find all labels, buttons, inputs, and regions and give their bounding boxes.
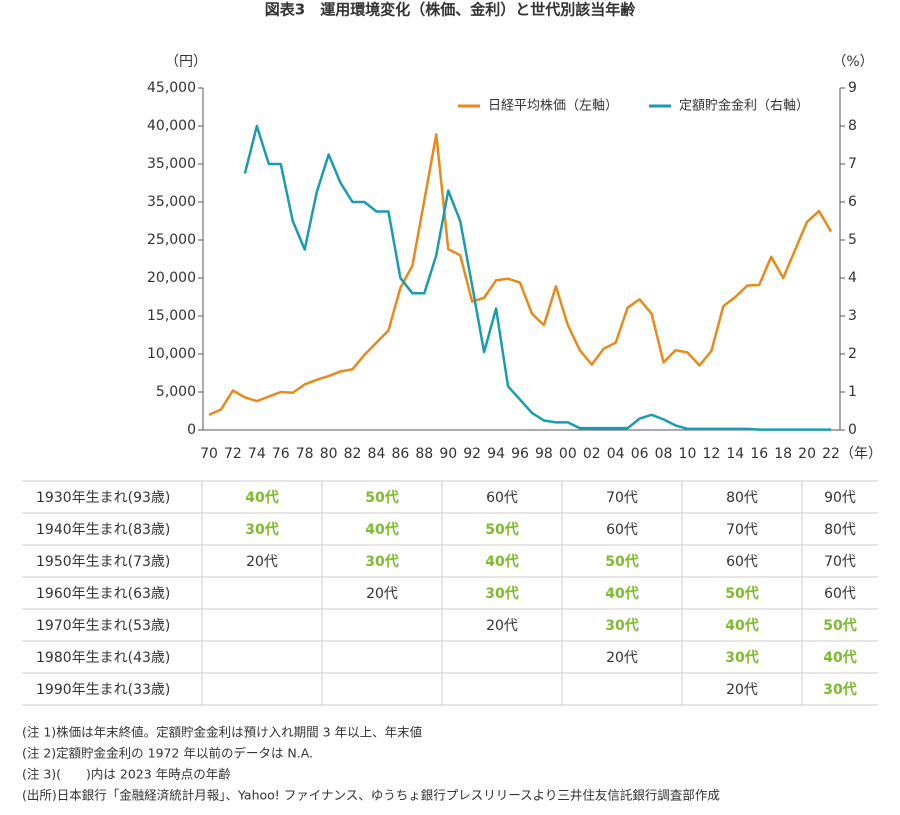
row-label: 1970年生まれ(53歳): [36, 618, 170, 634]
x-tick-label: 20: [798, 446, 816, 462]
row-label: 1930年生まれ(93歳): [36, 490, 170, 506]
cell: 50代: [823, 617, 856, 634]
note: (注 2)定額貯金金利の 1972 年以前のデータは N.A.: [22, 746, 313, 761]
row-label: 1950年生まれ(73歳): [36, 554, 170, 570]
cell: 60代: [824, 586, 856, 602]
cell: 60代: [726, 554, 758, 570]
y2-tick-label: 0: [848, 422, 857, 438]
cell: 30代: [485, 585, 518, 602]
x-tick-label: 12: [702, 446, 720, 462]
x-tick-label: 70: [200, 446, 218, 462]
y2-tick-label: 5: [848, 232, 857, 248]
x-tick-label: 84: [368, 446, 386, 462]
cell: 30代: [823, 681, 856, 698]
y2-tick-label: 3: [848, 308, 857, 324]
x-tick-label: 82: [344, 446, 362, 462]
x-tick-label: 78: [296, 446, 314, 462]
cell: 70代: [726, 522, 758, 538]
y-tick-label: 0: [187, 422, 196, 438]
x-tick-label: 74: [248, 446, 266, 462]
legend-label: 日経平均株価（左軸）: [488, 99, 618, 114]
cell: 70代: [824, 554, 856, 570]
y2-tick-label: 6: [848, 194, 857, 210]
x-tick-label: 76: [272, 446, 290, 462]
row-label: 1960年生まれ(63歳): [36, 586, 170, 602]
cell: 30代: [245, 521, 278, 538]
x-tick-label: 98: [535, 446, 553, 462]
x-tick-label: 10: [679, 446, 697, 462]
y-tick-label: 45,000: [147, 80, 196, 96]
cell: 60代: [486, 490, 518, 506]
x-tick-label: 92: [463, 446, 481, 462]
cell: 40代: [485, 553, 518, 570]
y-unit: （円）: [165, 54, 207, 70]
cell: 30代: [365, 553, 398, 570]
y-tick-label: 5,000: [156, 384, 196, 400]
x-tick-label: 14: [726, 446, 744, 462]
x-tick-label: 08: [655, 446, 673, 462]
title: 図表3 運用環境変化（株価、金利）と世代別該当年齢: [265, 1, 636, 19]
y2-tick-label: 7: [848, 156, 857, 172]
cell: 40代: [365, 521, 398, 538]
legend-label: 定額貯金金利（右軸）: [679, 98, 809, 114]
cell: 40代: [725, 617, 758, 634]
y-tick-label: 10,000: [147, 346, 196, 362]
note: (出所)日本銀行「金融経済統計月報」、Yahoo! ファイナンス、ゆうちょ銀行プ…: [22, 788, 720, 803]
row-label: 1990年生まれ(33歳): [36, 682, 170, 698]
x-tick-label: 18: [774, 446, 792, 462]
y2-tick-label: 1: [848, 384, 857, 400]
x-tick-label: 22: [822, 446, 840, 462]
x-tick-label: 94: [487, 446, 505, 462]
y-tick-label: 15,000: [147, 308, 196, 324]
cell: 50代: [485, 521, 518, 538]
cell: 50代: [605, 553, 638, 570]
row-label: 1980年生まれ(43歳): [36, 650, 170, 666]
y2-tick-label: 4: [848, 270, 857, 286]
y-tick-label: 35,000: [147, 194, 196, 210]
x-tick-label: 02: [583, 446, 601, 462]
x-tick-label: 06: [631, 446, 649, 462]
cell: 40代: [245, 489, 278, 506]
cell: 50代: [365, 489, 398, 506]
x-tick-label: 96: [511, 446, 529, 462]
y2-tick-label: 9: [848, 80, 857, 96]
note: (注 3)( )内は 2023 年時点の年齢: [22, 767, 231, 782]
cell: 20代: [606, 650, 638, 666]
cell: 30代: [725, 649, 758, 666]
cell: 30代: [605, 617, 638, 634]
y2-tick-label: 2: [848, 346, 857, 362]
note: (注 1)株価は年末終値。定額貯金金利は預け入れ期間 3 年以上、年末値: [22, 725, 422, 740]
cell: 40代: [823, 649, 856, 666]
y-tick-label: 20,000: [147, 270, 196, 286]
x-unit: （年）: [840, 446, 882, 462]
row-label: 1940年生まれ(83歳): [36, 522, 170, 538]
x-tick-label: 16: [750, 446, 768, 462]
series-line: [208, 133, 833, 416]
y2-unit: （%）: [832, 54, 873, 70]
x-tick-label: 86: [391, 446, 409, 462]
y-tick-label: 25,000: [147, 232, 196, 248]
cell: 90代: [824, 490, 856, 506]
cell: 20代: [726, 682, 758, 698]
cell: 50代: [725, 585, 758, 602]
y-tick-label: 40,000: [147, 118, 196, 134]
cell: 70代: [606, 490, 638, 506]
cell: 80代: [726, 490, 758, 506]
cell: 60代: [606, 522, 638, 538]
x-tick-label: 04: [607, 446, 625, 462]
y-tick-label: 35,000: [147, 156, 196, 172]
x-tick-label: 00: [559, 446, 577, 462]
cell: 40代: [605, 585, 638, 602]
cell: 20代: [486, 618, 518, 634]
cell: 80代: [824, 522, 856, 538]
cell: 20代: [246, 554, 278, 570]
cell: 20代: [366, 586, 398, 602]
x-tick-label: 90: [439, 446, 457, 462]
series-line: [243, 124, 831, 431]
x-tick-label: 80: [320, 446, 338, 462]
y2-tick-label: 8: [848, 118, 857, 134]
x-tick-label: 88: [415, 446, 433, 462]
x-tick-label: 72: [224, 446, 242, 462]
